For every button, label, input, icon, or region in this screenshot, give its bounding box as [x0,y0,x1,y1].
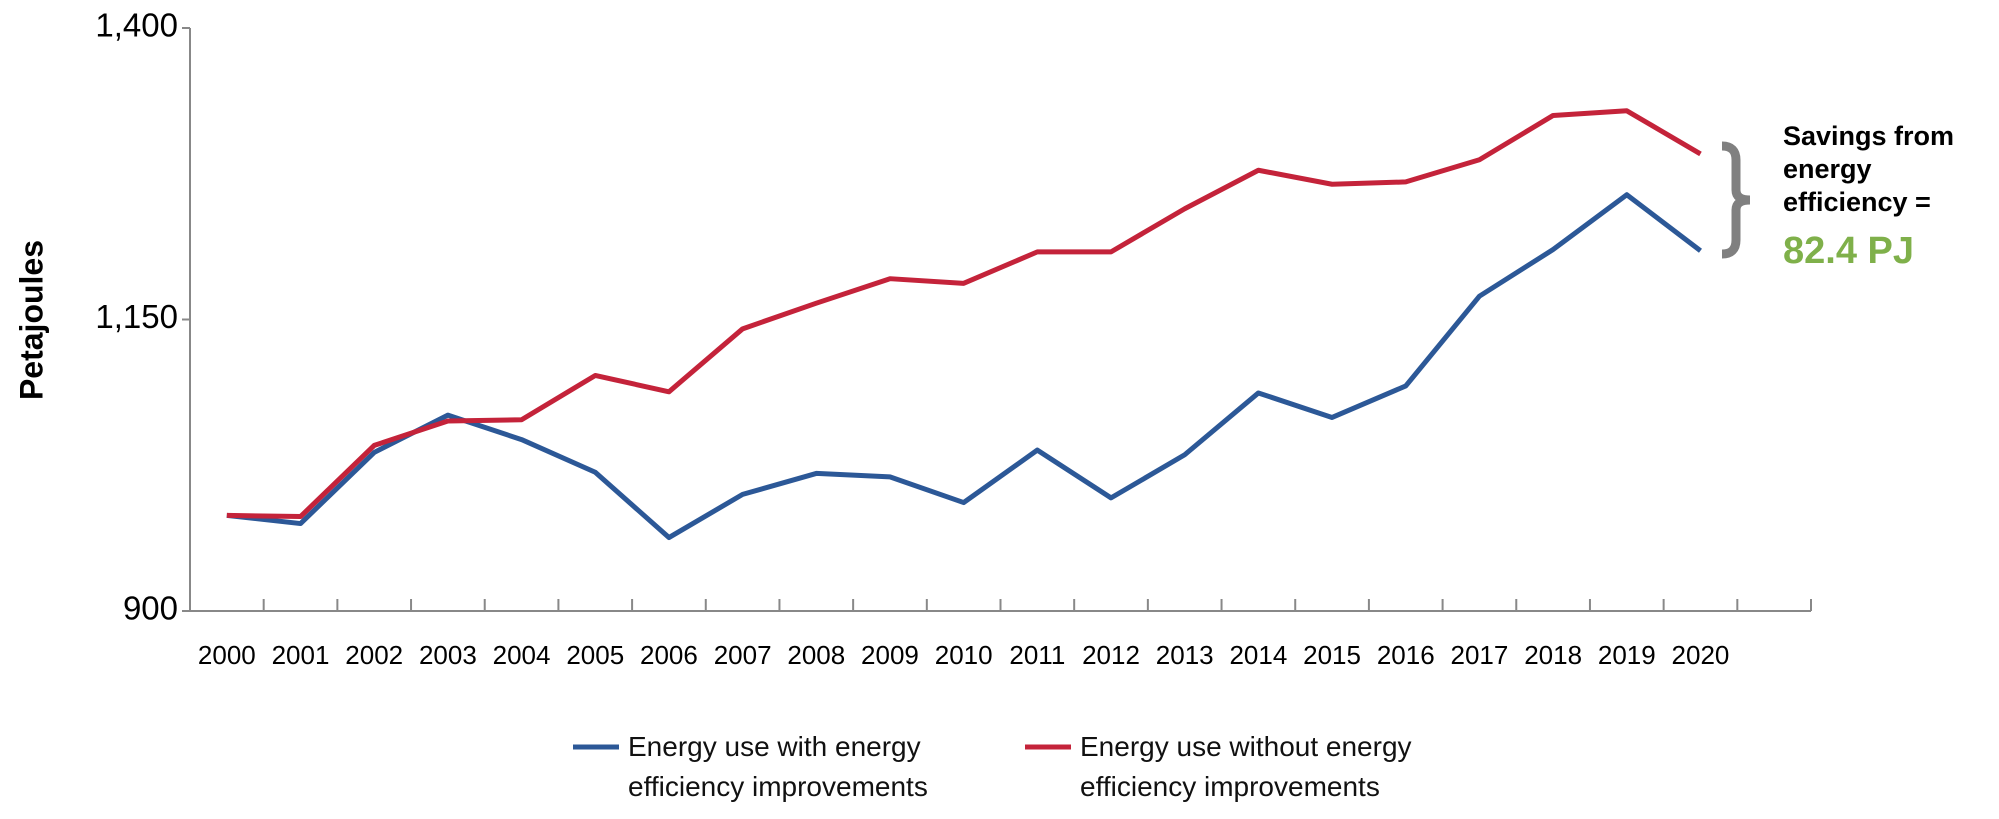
x-tick-label: 2008 [787,640,845,670]
x-tick-label: 2011 [1009,640,1065,670]
y-tick-label: 900 [123,590,178,627]
x-tick-label: 2018 [1524,640,1582,670]
annotation: Savings from energy efficiency = [1783,121,1955,217]
annotation-value: 82.4 PJ [1783,230,1914,272]
x-tick-label: 2001 [272,640,330,670]
series-line [226,108,1702,520]
x-tick-label: 2010 [935,640,993,670]
x-tick-label: 2007 [714,640,772,670]
x-tick-label: 2016 [1377,640,1435,670]
x-tick-label: 2006 [640,640,698,670]
x-tick-label: 2009 [861,640,919,670]
x-tick-label: 2002 [345,640,403,670]
y-tick-label: 1,400 [95,7,178,44]
legend-label: Energy use with energy efficiency improv… [628,731,928,802]
x-tick-label: 2014 [1229,640,1287,670]
savings-bracket [1721,141,1751,259]
y-tick-label: 1,150 [95,298,178,335]
x-tick-label: 2003 [419,640,477,670]
x-tick-label: 2012 [1082,640,1140,670]
x-tick-label: 2013 [1156,640,1214,670]
x-tick-label: 2005 [566,640,624,670]
x-tick-label: 2019 [1598,640,1656,670]
legend-label: Energy use without energy efficiency imp… [1080,731,1412,802]
series-line [226,192,1702,541]
x-tick-label: 2017 [1451,640,1509,670]
x-tick-label: 2004 [493,640,551,670]
y-axis-label: Petajoules [13,240,49,400]
x-tick-label: 2015 [1303,640,1361,670]
x-tick-label: 2020 [1672,640,1730,670]
x-tick-label: 2000 [198,640,256,670]
